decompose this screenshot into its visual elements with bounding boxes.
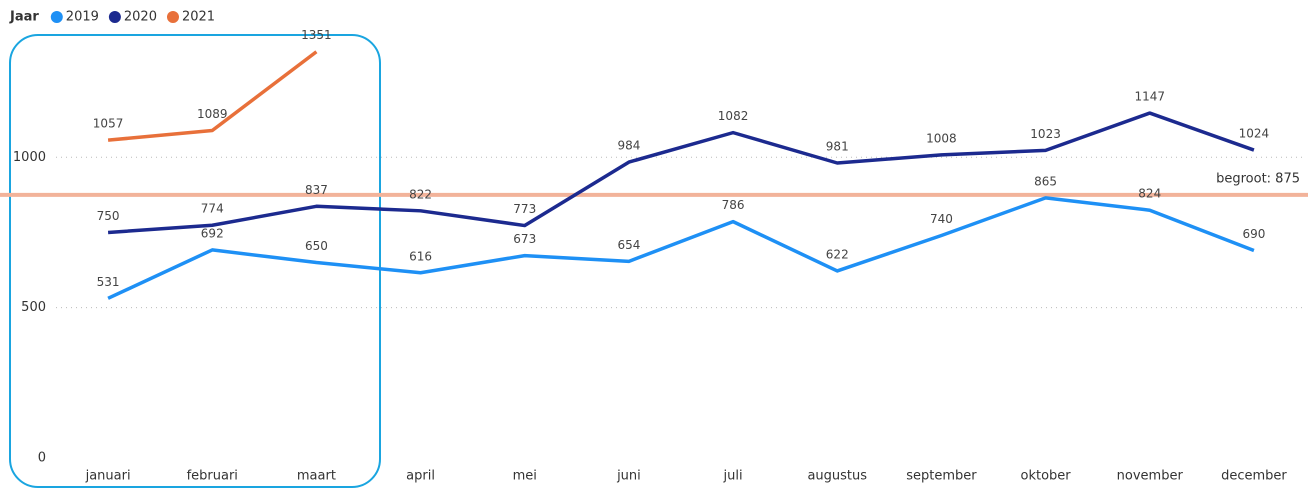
series-line [107, 196, 1255, 300]
y-tick-label: 500 [21, 300, 46, 315]
x-tick-label: januari [85, 469, 131, 484]
x-tick-label: september [906, 469, 977, 484]
data-label: 1023 [1030, 127, 1061, 141]
series-line [107, 50, 318, 142]
series-line [107, 111, 1255, 235]
data-label: 773 [513, 202, 536, 216]
data-label: 774 [201, 202, 224, 216]
data-label: 1351 [301, 28, 332, 42]
x-tick-label: februari [187, 469, 238, 484]
legend-swatch [166, 11, 179, 23]
data-label: 1089 [197, 107, 228, 121]
x-tick-label: juni [616, 469, 641, 484]
legend-swatch [108, 11, 121, 23]
legend-label: 2021 [182, 10, 215, 25]
data-label: 750 [97, 209, 120, 223]
data-label: 865 [1034, 174, 1057, 188]
data-label: 616 [409, 249, 432, 263]
x-tick-label: april [406, 469, 435, 484]
highlight-box [9, 34, 381, 488]
reference-label: begroot: 875 [1216, 171, 1300, 186]
data-label: 1024 [1239, 127, 1270, 141]
data-label: 822 [409, 187, 432, 201]
x-tick-label: juli [723, 469, 743, 484]
data-label: 1147 [1134, 90, 1165, 104]
data-label: 673 [513, 232, 536, 246]
y-tick-label: 0 [38, 451, 46, 466]
data-label: 786 [722, 198, 745, 212]
data-label: 984 [617, 139, 640, 153]
x-tick-label: maart [297, 469, 336, 484]
y-tick-label: 1000 [13, 150, 46, 165]
data-label: 837 [305, 183, 328, 197]
data-label: 690 [1242, 227, 1265, 241]
data-label: 531 [97, 275, 120, 289]
data-label: 654 [617, 238, 640, 252]
data-label: 650 [305, 239, 328, 253]
data-label: 692 [201, 226, 224, 240]
data-label: 1057 [93, 117, 124, 131]
legend-label: 2019 [66, 10, 99, 25]
x-tick-label: december [1221, 469, 1287, 484]
legend-title: Jaar [9, 10, 39, 25]
data-label: 981 [826, 139, 849, 153]
x-tick-label: augustus [807, 469, 867, 484]
x-tick-label: oktober [1021, 469, 1072, 484]
data-label: 1082 [718, 109, 749, 123]
x-tick-label: november [1117, 469, 1184, 484]
data-label: 824 [1138, 187, 1161, 201]
legend-label: 2020 [124, 10, 157, 25]
data-label: 622 [826, 247, 849, 261]
data-label: 740 [930, 212, 953, 226]
x-tick-label: mei [513, 469, 537, 484]
data-label: 1008 [926, 131, 957, 145]
legend-swatch [50, 11, 63, 23]
